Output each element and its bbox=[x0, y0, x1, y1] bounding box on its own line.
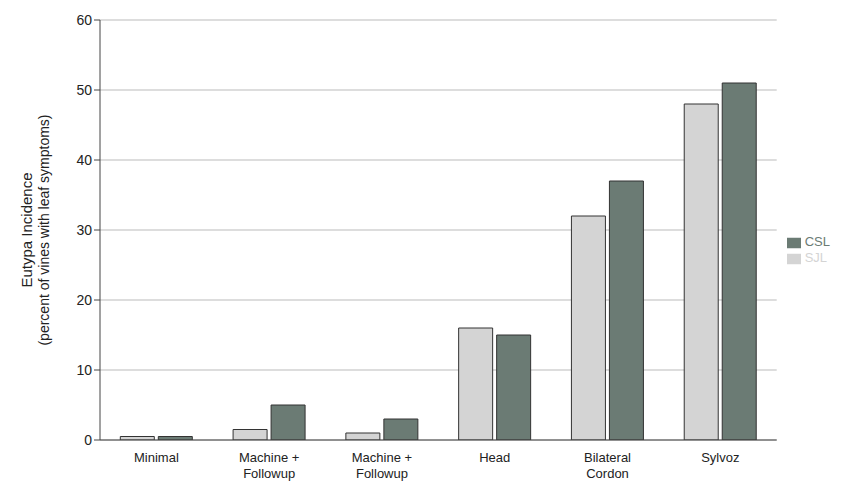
svg-text:Cordon: Cordon bbox=[586, 466, 629, 481]
svg-text:60: 60 bbox=[76, 12, 92, 28]
svg-text:40: 40 bbox=[76, 152, 92, 168]
svg-text:Head: Head bbox=[479, 450, 510, 465]
svg-text:Bilateral: Bilateral bbox=[584, 450, 631, 465]
svg-text:50: 50 bbox=[76, 82, 92, 98]
svg-text:0: 0 bbox=[84, 432, 92, 448]
svg-text:Eutypa Incidence: Eutypa Incidence bbox=[18, 172, 35, 287]
svg-text:(percent of vines with leaf sy: (percent of vines with leaf symptoms) bbox=[36, 114, 52, 345]
svg-text:20: 20 bbox=[76, 292, 92, 308]
svg-text:Followup: Followup bbox=[356, 466, 408, 481]
svg-text:30: 30 bbox=[76, 222, 92, 238]
svg-text:Machine +: Machine + bbox=[352, 450, 412, 465]
html-text:CSL: CSL bbox=[804, 234, 830, 250]
svg-text:Minimal: Minimal bbox=[134, 450, 179, 465]
svg-text:Sylvoz: Sylvoz bbox=[701, 450, 739, 465]
svg-text:Followup: Followup bbox=[243, 466, 295, 481]
svg-text:10: 10 bbox=[76, 362, 92, 378]
html-text:SJL: SJL bbox=[804, 250, 828, 265]
svg-text:Machine +: Machine + bbox=[239, 450, 299, 465]
